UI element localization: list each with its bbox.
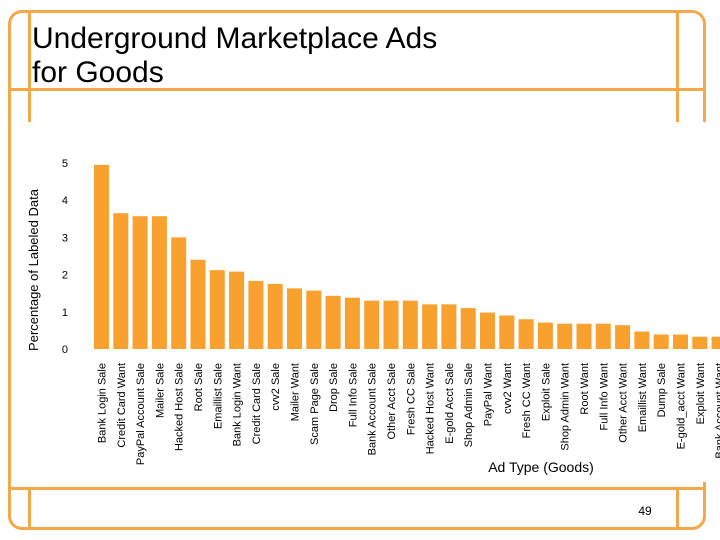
y-tick-label: 3 (62, 232, 68, 244)
x-tick-label: Emaillist Want (637, 363, 649, 432)
y-tick-label: 1 (62, 307, 68, 319)
x-tick-label: Scam Page Sale (309, 363, 321, 445)
y-tick-label: 0 (62, 344, 68, 356)
bar (460, 308, 476, 349)
frame-divider-right-top (676, 10, 679, 122)
bars (94, 164, 720, 349)
bar (711, 336, 720, 349)
x-tick-label: Credit Card Want (116, 363, 128, 448)
x-axis-label: Ad Type (Goods) (488, 459, 594, 475)
x-tick-label: PayPal Account Sale (135, 363, 147, 465)
x-tick-label: Mailer Want (290, 363, 302, 421)
bar (576, 323, 592, 349)
bar (94, 164, 109, 349)
bar (537, 322, 553, 349)
x-tick-label: Shop Admin Want (560, 363, 572, 451)
x-tick-label: Emaillist Sale (212, 363, 224, 429)
frame-divider-right-bottom (676, 487, 679, 530)
bar (190, 259, 206, 349)
x-tick-label: Exploit Sale (540, 363, 552, 421)
bar (480, 312, 495, 349)
bar (499, 315, 515, 349)
slide-title-line-1: Underground Marketplace Ads (32, 22, 438, 55)
x-tick-label: Dump Sale (656, 363, 668, 417)
x-tick-label: Credit Card Sale (251, 363, 263, 444)
bar (673, 334, 688, 349)
bar (402, 300, 418, 349)
bar (383, 300, 399, 349)
x-axis-ticks: Bank Login Sale Credit Card Want PayPal Ac… (97, 363, 720, 465)
bar (151, 216, 167, 349)
bar (113, 213, 129, 349)
frame-divider-left-top (28, 10, 31, 122)
x-tick-label: E-gold Acct Sale (444, 363, 456, 444)
bar-chart: Percentage of Labeled Data 0 1 2 3 4 5 Bank L… (26, 158, 720, 475)
y-axis-ticks: 0 1 2 3 4 5 (62, 158, 68, 356)
bar (132, 216, 148, 349)
x-tick-label: Full Info Want (598, 363, 610, 430)
x-tick-label: Other Acct Sale (386, 363, 398, 439)
bar (595, 323, 611, 349)
x-tick-label: Bank Account Want (714, 363, 720, 459)
footer-rule (8, 487, 706, 490)
bar (306, 290, 322, 349)
x-tick-label: Other Acct Want (618, 363, 630, 443)
bar (653, 334, 669, 349)
x-tick-label: Mailer Sale (154, 363, 166, 418)
bar (557, 323, 573, 349)
bar (248, 280, 264, 349)
x-tick-label: Root Want (579, 363, 591, 415)
y-tick-label: 2 (62, 270, 68, 282)
x-tick-label: PayPal Want (483, 363, 495, 426)
y-axis-label: Percentage of Labeled Data (26, 188, 41, 351)
bar (325, 295, 341, 349)
x-tick-label: E-gold_acct Want (676, 363, 688, 449)
x-tick-label: Exploit Want (695, 363, 707, 424)
bar (344, 297, 360, 349)
x-tick-label: Bank Login Want (232, 363, 244, 446)
x-tick-label: Hacked Host Want (425, 363, 437, 454)
page-number: 49 (638, 504, 652, 518)
bar (171, 237, 187, 349)
x-tick-label: cvv2 Want (502, 363, 514, 414)
x-tick-label: cvv2 Sale (270, 363, 282, 411)
y-tick-label: 5 (62, 158, 68, 170)
slide-title: Underground Marketplace Ads for Goods (32, 22, 437, 90)
x-tick-label: Bank Account Sale (367, 363, 379, 455)
bar (287, 288, 302, 349)
bar (441, 304, 457, 349)
x-tick-label: Hacked Host Sale (174, 363, 186, 451)
x-tick-label: Fresh CC Want (521, 363, 533, 438)
x-tick-label: Fresh CC Sale (405, 363, 417, 435)
x-tick-label: Root Sale (193, 363, 205, 411)
title-rule-top (8, 88, 706, 91)
bar (692, 336, 708, 349)
bar (615, 325, 631, 349)
bar (518, 319, 534, 349)
bar (209, 270, 225, 349)
x-tick-label: Bank Login Sale (97, 363, 109, 443)
y-tick-label: 4 (62, 195, 68, 207)
bar (267, 283, 283, 349)
bar (634, 331, 650, 349)
frame-divider-left-bottom (28, 487, 31, 530)
bar (229, 271, 245, 349)
bar (422, 304, 438, 349)
x-tick-label: Full Info Sale (347, 363, 359, 427)
chart-panel: Percentage of Labeled Data 0 1 2 3 4 5 Bank L… (12, 122, 720, 482)
x-tick-label: Shop Admin Sale (463, 363, 475, 447)
slide-title-line-2: for Goods (32, 56, 164, 89)
x-tick-label: Drop Sale (328, 363, 340, 412)
bar (364, 300, 380, 349)
